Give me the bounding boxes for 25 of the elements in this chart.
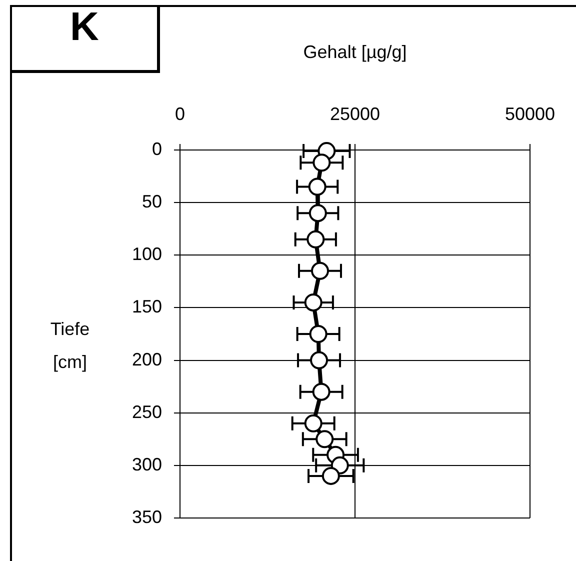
x-axis-title: Gehalt [µg/g] xyxy=(302,42,408,63)
point xyxy=(312,382,330,401)
point xyxy=(306,230,325,248)
x-tick-label: 0 xyxy=(174,104,186,124)
y-tick-label: 350 xyxy=(132,506,162,527)
point xyxy=(316,430,334,448)
y-tick-label: 150 xyxy=(132,296,162,317)
y-tick-label: 100 xyxy=(132,244,162,264)
point xyxy=(322,466,340,485)
y-tick-label: 300 xyxy=(132,454,162,474)
y-axis-title: Tiefe [cm] xyxy=(49,318,91,374)
x-tick-label: 50000 xyxy=(504,104,556,124)
chart-title: K xyxy=(10,5,160,73)
y-tick-label: 0 xyxy=(152,138,162,159)
point xyxy=(308,178,326,196)
point xyxy=(304,293,322,312)
point xyxy=(310,351,328,370)
y-tick-label: 50 xyxy=(142,192,162,212)
y-tick-label: 200 xyxy=(132,349,162,370)
point xyxy=(309,325,328,343)
point xyxy=(311,262,329,280)
x-tick-label: 25000 xyxy=(330,104,380,124)
point xyxy=(308,204,327,222)
y-tick-label: 250 xyxy=(132,402,162,422)
point xyxy=(304,414,322,432)
